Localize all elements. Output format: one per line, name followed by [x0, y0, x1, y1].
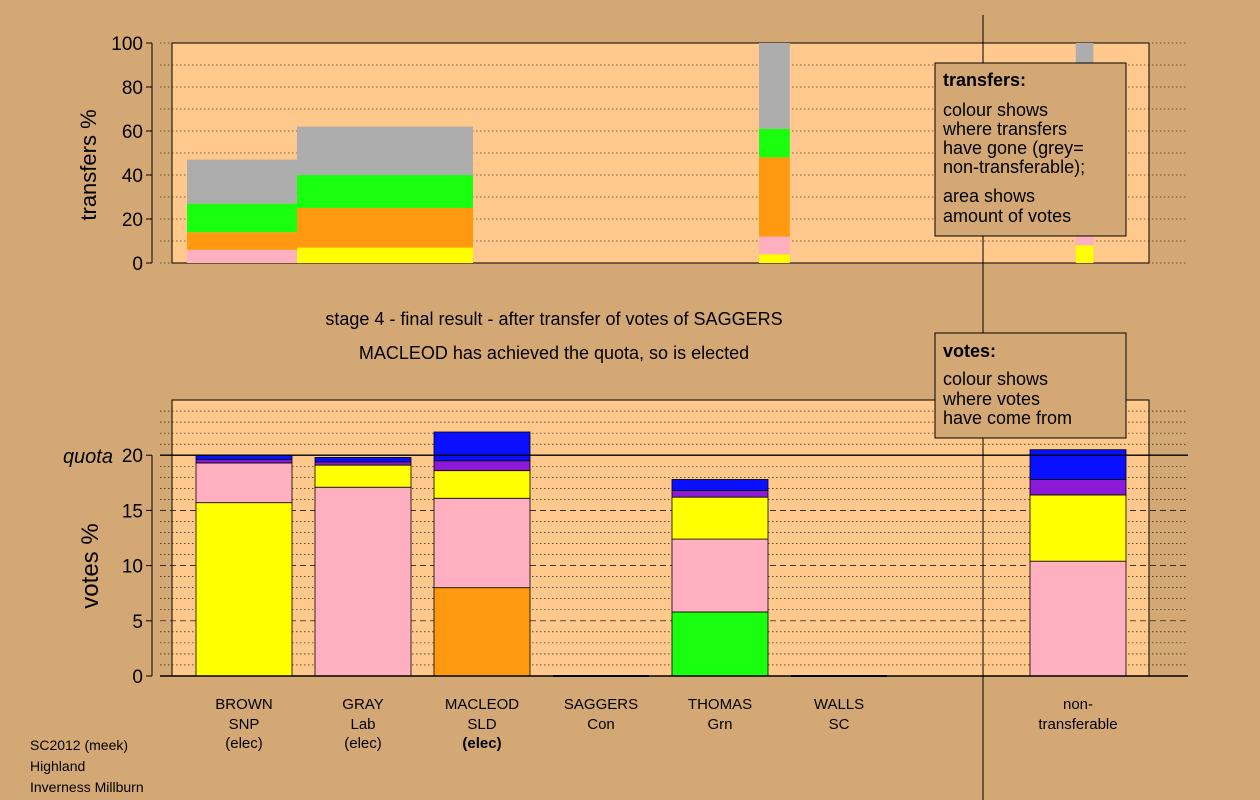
votes-legend-line: have come from — [943, 408, 1072, 428]
candidate-party: transferable — [1038, 716, 1117, 733]
vote-bar-segment — [314, 457, 412, 463]
transfer-bar-segment — [1075, 245, 1094, 263]
stage-title: stage 4 - final result - after transfer … — [325, 309, 782, 329]
candidate-status: (elec) — [225, 735, 263, 752]
votes-y-axis-label: votes % — [77, 523, 104, 608]
transfer-bar-segment — [297, 126, 473, 175]
transfer-bar-segment — [759, 128, 790, 158]
votes-legend-line: where votes — [942, 389, 1040, 409]
transfers-legend-line: where transfers — [942, 119, 1067, 139]
transfers-y-tick-label: 20 — [122, 210, 143, 231]
transfer-bar-segment — [759, 157, 790, 237]
votes-legend-line: colour shows — [943, 369, 1048, 389]
candidate-name: MACLEOD — [445, 696, 519, 713]
candidate-party: SC — [829, 716, 850, 733]
transfers-legend-title: transfers: — [943, 70, 1026, 90]
candidate-name: SAGGERS — [564, 696, 638, 713]
vote-bar-segment — [195, 459, 293, 464]
transfers-y-tick-label: 100 — [111, 34, 143, 55]
candidate-party: Grn — [707, 716, 732, 733]
stage-result: MACLEOD has achieved the quota, so is el… — [359, 343, 749, 363]
footer-election: SC2012 (meek) — [30, 737, 128, 753]
transfers-y-tick-label: 80 — [122, 78, 143, 99]
votes-y-tick-label: 5 — [132, 612, 143, 633]
transfer-bar-segment — [759, 254, 790, 263]
transfers-y-axis: 0 20 40 60 80 100 — [111, 34, 153, 275]
vote-bar-segment — [1029, 449, 1127, 480]
candidate-name: non- — [1063, 696, 1093, 713]
transfers-y-tick-label: 40 — [122, 166, 143, 187]
candidate-labels: BROWN SNP (elec) GRAY Lab (elec) MACLEOD SLD (el… — [215, 696, 1117, 752]
votes-y-axis: 0 5 10 15 20 — [122, 446, 153, 688]
transfer-bar-segment — [187, 249, 297, 263]
transfer-bar-segment — [759, 236, 790, 255]
vote-bar-segment — [195, 462, 293, 504]
transfer-bar-segment — [297, 175, 473, 208]
vote-bar-segment — [671, 490, 769, 498]
candidate-name: THOMAS — [688, 696, 752, 713]
vote-bar-segment — [1029, 494, 1127, 562]
vote-bar-segment — [433, 470, 531, 499]
candidate-party: SLD — [467, 716, 496, 733]
votes-legend-box: votes: colour shows where votes have com… — [934, 332, 1127, 439]
transfers-y-tick-label: 60 — [122, 122, 143, 143]
transfers-y-axis-label: transfers % — [76, 109, 101, 220]
vote-bar-segment — [671, 496, 769, 540]
transfers-legend-line: amount of votes — [943, 206, 1071, 226]
vote-bar-segment — [1029, 479, 1127, 496]
transfer-bar-segment — [759, 43, 790, 129]
vote-bar-segment — [671, 538, 769, 613]
candidate-status: (elec) — [462, 735, 501, 752]
vote-bar-segment — [433, 497, 531, 589]
candidate-name: WALLS — [814, 696, 864, 713]
footer-ward: Inverness Millburn — [30, 779, 144, 795]
vote-bar-segment — [314, 464, 412, 488]
transfers-legend-line: have gone (grey= — [943, 138, 1084, 158]
candidate-name: BROWN — [215, 696, 273, 713]
vote-bar-segment — [195, 502, 293, 677]
vote-bar-segment — [671, 611, 769, 677]
candidate-name: GRAY — [342, 696, 383, 713]
transfers-legend-box: transfers: colour shows where transfers … — [934, 62, 1127, 237]
votes-y-tick-label: 10 — [122, 557, 143, 578]
quota-label: quota — [63, 446, 113, 468]
votes-bars — [160, 431, 1188, 677]
votes-y-tick-label: 15 — [122, 501, 143, 522]
candidate-status: (elec) — [344, 735, 382, 752]
vote-bar-segment — [1029, 560, 1127, 677]
transfer-bar-segment — [187, 159, 297, 204]
transfers-legend-line: non-transferable); — [943, 157, 1085, 177]
vote-bar-segment — [433, 431, 531, 462]
transfer-bar-segment — [187, 232, 297, 250]
vote-bar-segment — [314, 486, 412, 677]
transfers-y-tick-label: 0 — [132, 254, 143, 275]
transfer-bar-segment — [297, 247, 473, 263]
candidate-party: Con — [587, 716, 615, 733]
vote-bar-segment — [671, 479, 769, 491]
transfers-bars — [187, 43, 1094, 263]
votes-y-tick-label: 20 — [122, 446, 143, 467]
transfer-bar-segment — [187, 203, 297, 233]
transfer-bar-segment — [297, 208, 473, 248]
transfers-legend-line: area shows — [943, 186, 1035, 206]
votes-legend-title: votes: — [943, 341, 996, 361]
footer-region: Highland — [30, 758, 85, 774]
vote-bar-segment — [433, 587, 531, 677]
votes-y-tick-label: 0 — [132, 667, 143, 688]
transfers-legend-line: colour shows — [943, 100, 1048, 120]
candidate-party: Lab — [350, 716, 375, 733]
vote-bar-segment — [314, 461, 412, 466]
vote-bar-segment — [433, 460, 531, 472]
candidate-party: SNP — [229, 716, 260, 733]
